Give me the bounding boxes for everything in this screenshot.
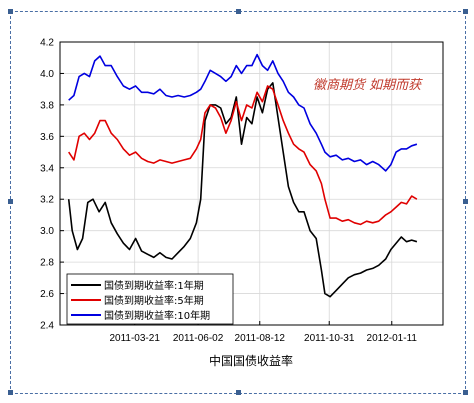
x-tick-label: 2011-10-31 xyxy=(304,333,355,344)
y-tick-label: 2.6 xyxy=(40,289,54,300)
resize-handle-bottom-center[interactable] xyxy=(236,390,241,395)
resize-handle-top-left[interactable] xyxy=(8,9,13,14)
x-tick-label: 2011-08-12 xyxy=(235,333,286,344)
legend-label-3: 国债到期收益率:10年期 xyxy=(104,309,210,322)
series-lines xyxy=(67,53,418,298)
plot-border xyxy=(59,41,444,326)
y-tick-label: 2.4 xyxy=(40,321,54,332)
resize-handle-top-right[interactable] xyxy=(463,9,468,14)
x-tick-label: 2012-01-11 xyxy=(367,333,418,344)
x-axis-title: 中国国债收益率 xyxy=(209,353,293,368)
y-axis: 4.2 4.0 3.8 3.6 3.4 3.2 3.0 2.8 2.6 2.4 xyxy=(40,38,64,332)
y-tick-label: 3.2 xyxy=(40,195,54,206)
series-line-3 xyxy=(68,53,418,172)
x-tick-label: 2011-03-21 xyxy=(109,333,160,344)
series-line-2 xyxy=(68,85,418,226)
legend-label-1: 国债到期收益率:1年期 xyxy=(104,279,204,292)
y-tick-label: 3.6 xyxy=(40,132,54,143)
x-tick-label: 2011-06-02 xyxy=(173,333,224,344)
resize-handle-middle-right[interactable] xyxy=(463,199,468,204)
resize-handle-top-center[interactable] xyxy=(236,9,241,14)
legend-label-2: 国债到期收益率:5年期 xyxy=(104,294,204,307)
resize-handle-bottom-right[interactable] xyxy=(463,390,468,395)
y-tick-label: 4.2 xyxy=(40,38,54,49)
y-tick-label: 3.8 xyxy=(40,100,54,111)
resize-handle-bottom-left[interactable] xyxy=(8,390,13,395)
y-tick-label: 2.8 xyxy=(40,258,54,269)
series-line-1 xyxy=(67,82,418,298)
resize-handle-middle-left[interactable] xyxy=(8,199,13,204)
watermark-text: 徽商期货 如期而获 xyxy=(313,78,423,93)
y-tick-label: 4.0 xyxy=(40,69,54,80)
y-tick-label: 3.4 xyxy=(40,163,54,174)
y-tick-label: 3.0 xyxy=(40,226,54,237)
